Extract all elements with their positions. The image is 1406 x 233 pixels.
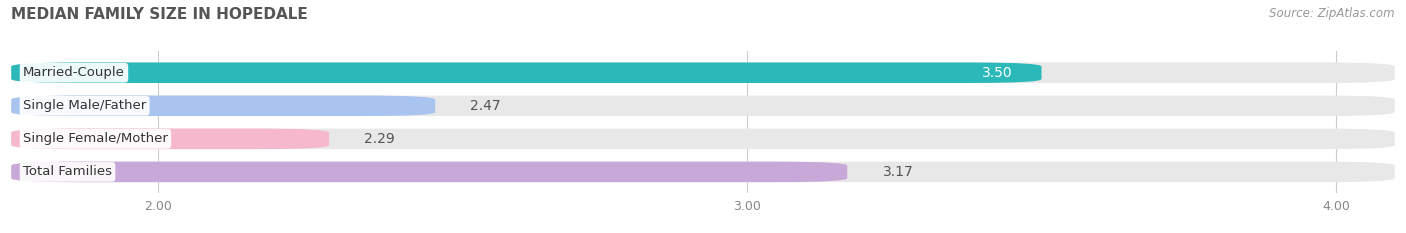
FancyBboxPatch shape [11,162,1395,182]
FancyBboxPatch shape [11,162,848,182]
Text: Source: ZipAtlas.com: Source: ZipAtlas.com [1270,7,1395,20]
Text: Single Male/Father: Single Male/Father [22,99,146,112]
Text: Married-Couple: Married-Couple [22,66,125,79]
FancyBboxPatch shape [11,96,1395,116]
Text: 2.47: 2.47 [471,99,501,113]
Text: 3.50: 3.50 [981,66,1012,80]
FancyBboxPatch shape [11,129,329,149]
FancyBboxPatch shape [11,62,1042,83]
FancyBboxPatch shape [11,62,1395,83]
Text: MEDIAN FAMILY SIZE IN HOPEDALE: MEDIAN FAMILY SIZE IN HOPEDALE [11,7,308,22]
Text: 3.17: 3.17 [883,165,914,179]
FancyBboxPatch shape [11,129,1395,149]
Text: Total Families: Total Families [22,165,112,178]
Text: 2.29: 2.29 [364,132,395,146]
Text: Single Female/Mother: Single Female/Mother [22,132,167,145]
FancyBboxPatch shape [11,96,434,116]
